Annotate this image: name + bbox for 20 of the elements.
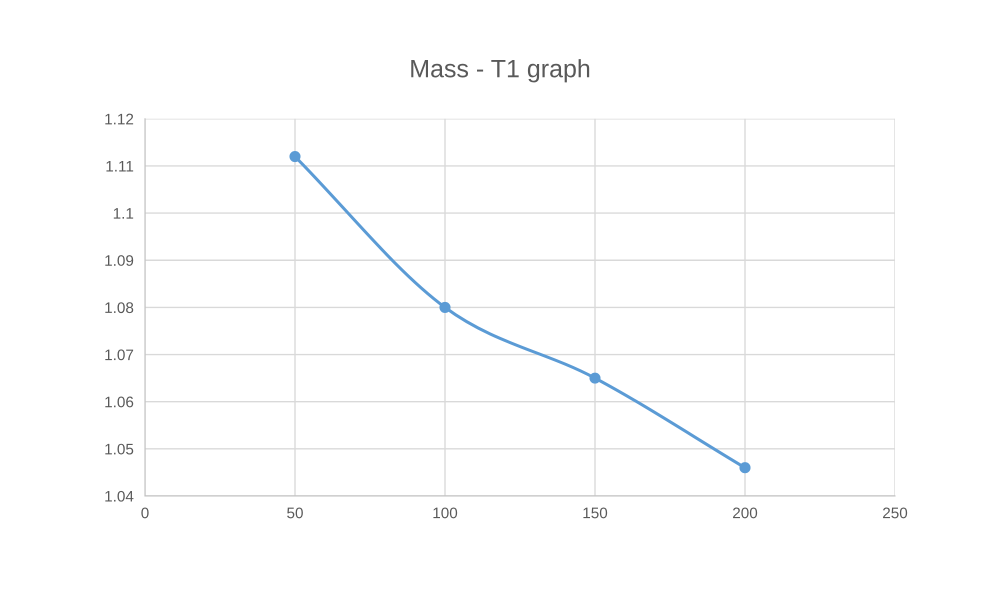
- y-tick-label: 1.11: [106, 160, 134, 172]
- x-tick-label: 0: [141, 508, 149, 518]
- y-tick-label: 1.05: [105, 444, 134, 455]
- y-tick-label: 1.09: [105, 255, 134, 266]
- y-tick-label: 1.06: [105, 396, 134, 408]
- x-tick-label: 250: [883, 508, 908, 518]
- point: [439, 302, 451, 313]
- chart-title: Mass - T1 graph: [411, 59, 590, 82]
- y-tick-label: 1.08: [105, 302, 134, 314]
- y-tick-label: 1.07: [105, 349, 134, 360]
- x-tick-label: 100: [433, 508, 458, 518]
- x-tick-label: 200: [733, 508, 758, 518]
- y-tick-label: 1.1: [114, 208, 134, 219]
- point: [589, 372, 601, 384]
- point: [739, 462, 751, 474]
- y-tick-label: 1.12: [105, 114, 134, 124]
- x-tick-label: 50: [287, 508, 303, 518]
- y-tick-label: 1.04: [105, 490, 134, 502]
- x-tick-label: 150: [583, 508, 608, 518]
- point: [289, 150, 301, 162]
